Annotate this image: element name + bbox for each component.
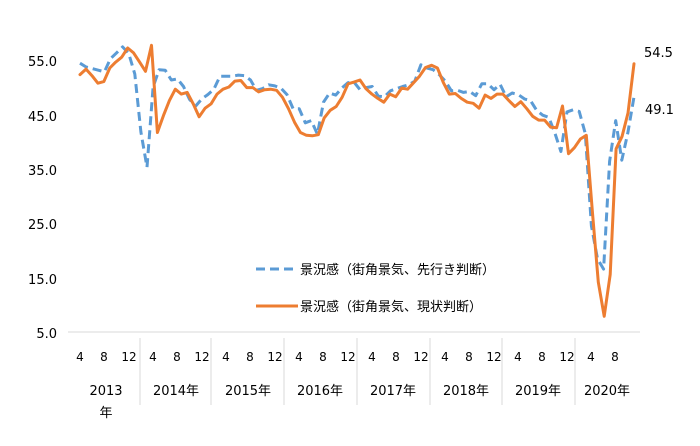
year-label: 2015年 xyxy=(225,384,271,399)
year-dividers xyxy=(139,338,576,405)
x-tick-label: 4 xyxy=(149,350,157,364)
year-label: 年 xyxy=(99,406,112,421)
x-tick-label: 4 xyxy=(587,350,595,364)
legend-label-current: 景況感（街角景気、現状判断） xyxy=(300,299,482,315)
y-tick-label: 45.0 xyxy=(28,110,57,125)
year-label: 2019年 xyxy=(515,384,561,399)
series-line-forward xyxy=(79,45,636,271)
x-tick-label: 8 xyxy=(173,350,181,364)
x-tick-label: 8 xyxy=(100,350,108,364)
x-tick-label: 8 xyxy=(319,350,327,364)
y-axis: 55.0 45.0 35.0 25.0 15.0 5.0 xyxy=(28,55,57,342)
x-tick-label: 12 xyxy=(413,350,428,364)
x-tick-label: 8 xyxy=(392,350,400,364)
y-tick-label: 25.0 xyxy=(28,218,57,233)
series-layer xyxy=(78,43,636,318)
x-tick-label: 12 xyxy=(559,350,574,364)
legend-box xyxy=(243,248,551,328)
x-tick-label: 4 xyxy=(514,350,522,364)
x-tick-label: 4 xyxy=(295,350,303,364)
x-tick-label: 4 xyxy=(222,350,230,364)
x-tick-label: 4 xyxy=(76,350,84,364)
x-tick-label: 8 xyxy=(465,350,473,364)
year-labels: 2013 年 2014年 2015年 2016年 2017年 2018年 201… xyxy=(89,384,630,421)
end-label-forward: 49.1 xyxy=(645,103,674,118)
y-tick-label: 5.0 xyxy=(36,327,57,342)
y-tick-label: 35.0 xyxy=(28,164,57,179)
end-labels: 54.5 49.1 xyxy=(644,46,674,118)
year-label: 2018年 xyxy=(443,384,489,399)
x-axis: 4 8 12 4 8 12 4 8 12 4 8 12 4 8 12 4 8 1… xyxy=(68,331,640,421)
x-tick-labels: 4 8 12 4 8 12 4 8 12 4 8 12 4 8 12 4 8 1… xyxy=(76,350,619,364)
x-tick-label: 4 xyxy=(368,350,376,364)
y-tick-label: 15.0 xyxy=(28,273,57,288)
year-label: 2020年 xyxy=(584,384,630,399)
legend-label-forward: 景況感（街角景気、先行き判断） xyxy=(300,262,495,278)
x-tick-label: 4 xyxy=(441,350,449,364)
x-tick-label: 8 xyxy=(246,350,254,364)
year-label: 2016年 xyxy=(297,384,343,399)
legend: 景況感（街角景気、先行き判断） 景況感（街角景気、現状判断） xyxy=(243,248,551,328)
year-label: 2013 xyxy=(89,384,122,399)
y-tick-label: 55.0 xyxy=(28,55,57,70)
x-tick-label: 12 xyxy=(486,350,501,364)
x-tick-label: 12 xyxy=(121,350,136,364)
end-label-current: 54.5 xyxy=(644,46,673,61)
series-line-current xyxy=(78,43,636,318)
x-tick-label: 12 xyxy=(194,350,209,364)
year-label: 2014年 xyxy=(153,384,199,399)
x-tick-label: 8 xyxy=(611,350,619,364)
x-tick-label: 8 xyxy=(538,350,546,364)
x-tick-label: 12 xyxy=(340,350,355,364)
x-tick-label: 12 xyxy=(267,350,282,364)
year-label: 2017年 xyxy=(370,384,416,399)
